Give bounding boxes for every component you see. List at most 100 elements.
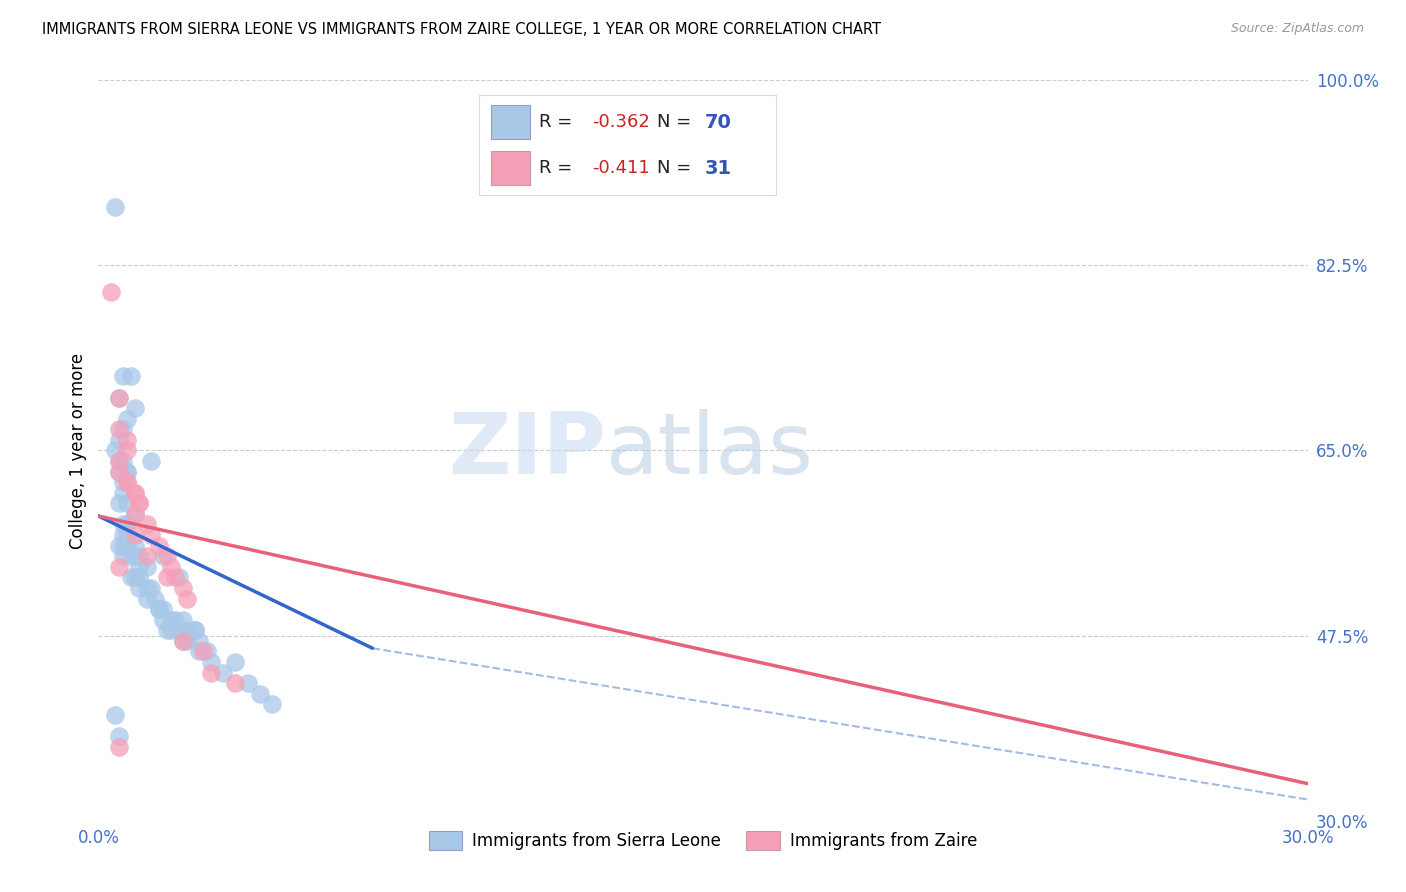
- Point: [115, 539, 138, 553]
- Point: [163, 613, 186, 627]
- Point: [160, 624, 183, 638]
- Point: [124, 507, 146, 521]
- Point: [176, 633, 198, 648]
- Point: [160, 559, 183, 574]
- Point: [163, 570, 186, 584]
- Point: [107, 539, 129, 553]
- Point: [167, 570, 190, 584]
- Point: [176, 624, 198, 638]
- Point: [160, 613, 183, 627]
- Point: [120, 369, 142, 384]
- Point: [135, 591, 157, 606]
- Point: [115, 443, 138, 458]
- Point: [128, 549, 150, 564]
- Point: [176, 591, 198, 606]
- Point: [107, 454, 129, 468]
- Point: [115, 433, 138, 447]
- Point: [124, 401, 146, 416]
- Point: [115, 465, 138, 479]
- Point: [111, 528, 134, 542]
- Point: [120, 570, 142, 584]
- Point: [148, 602, 170, 616]
- Point: [115, 496, 138, 510]
- Point: [224, 655, 246, 669]
- Point: [156, 624, 179, 638]
- Text: Source: ZipAtlas.com: Source: ZipAtlas.com: [1230, 22, 1364, 36]
- Point: [172, 633, 194, 648]
- Point: [107, 559, 129, 574]
- Point: [124, 507, 146, 521]
- Point: [107, 391, 129, 405]
- Point: [111, 517, 134, 532]
- Point: [128, 496, 150, 510]
- Point: [128, 570, 150, 584]
- Point: [224, 676, 246, 690]
- Point: [107, 496, 129, 510]
- Point: [139, 528, 162, 542]
- Point: [184, 624, 207, 638]
- Point: [115, 517, 138, 532]
- Point: [195, 644, 218, 658]
- Point: [124, 485, 146, 500]
- Point: [200, 665, 222, 680]
- Point: [115, 475, 138, 490]
- Point: [107, 739, 129, 754]
- Point: [135, 559, 157, 574]
- Point: [184, 624, 207, 638]
- Point: [111, 549, 134, 564]
- Point: [120, 549, 142, 564]
- Point: [152, 549, 174, 564]
- Point: [107, 391, 129, 405]
- Point: [128, 559, 150, 574]
- Point: [152, 602, 174, 616]
- Point: [115, 475, 138, 490]
- Point: [260, 698, 283, 712]
- Point: [111, 485, 134, 500]
- Point: [156, 570, 179, 584]
- Text: atlas: atlas: [606, 409, 814, 492]
- Point: [148, 539, 170, 553]
- Point: [111, 475, 134, 490]
- Point: [111, 539, 134, 553]
- Point: [193, 644, 215, 658]
- Point: [143, 591, 166, 606]
- Legend: Immigrants from Sierra Leone, Immigrants from Zaire: Immigrants from Sierra Leone, Immigrants…: [422, 824, 984, 856]
- Point: [124, 570, 146, 584]
- Point: [103, 707, 125, 722]
- Point: [128, 496, 150, 510]
- Point: [139, 454, 162, 468]
- Point: [124, 485, 146, 500]
- Point: [124, 539, 146, 553]
- Point: [200, 655, 222, 669]
- Point: [236, 676, 259, 690]
- Point: [167, 624, 190, 638]
- Point: [107, 454, 129, 468]
- Point: [212, 665, 235, 680]
- Point: [188, 633, 211, 648]
- Point: [152, 613, 174, 627]
- Point: [135, 517, 157, 532]
- Point: [139, 581, 162, 595]
- Point: [111, 454, 134, 468]
- Point: [172, 613, 194, 627]
- Point: [107, 729, 129, 743]
- Point: [103, 443, 125, 458]
- Point: [115, 411, 138, 425]
- Point: [135, 549, 157, 564]
- Point: [107, 433, 129, 447]
- Point: [111, 369, 134, 384]
- Point: [128, 581, 150, 595]
- Point: [107, 465, 129, 479]
- Point: [124, 549, 146, 564]
- Point: [111, 422, 134, 436]
- Point: [124, 528, 146, 542]
- Point: [107, 422, 129, 436]
- Point: [107, 465, 129, 479]
- Point: [148, 602, 170, 616]
- Point: [249, 687, 271, 701]
- Point: [172, 633, 194, 648]
- Point: [172, 581, 194, 595]
- Text: IMMIGRANTS FROM SIERRA LEONE VS IMMIGRANTS FROM ZAIRE COLLEGE, 1 YEAR OR MORE CO: IMMIGRANTS FROM SIERRA LEONE VS IMMIGRAN…: [42, 22, 882, 37]
- Point: [115, 528, 138, 542]
- Point: [135, 581, 157, 595]
